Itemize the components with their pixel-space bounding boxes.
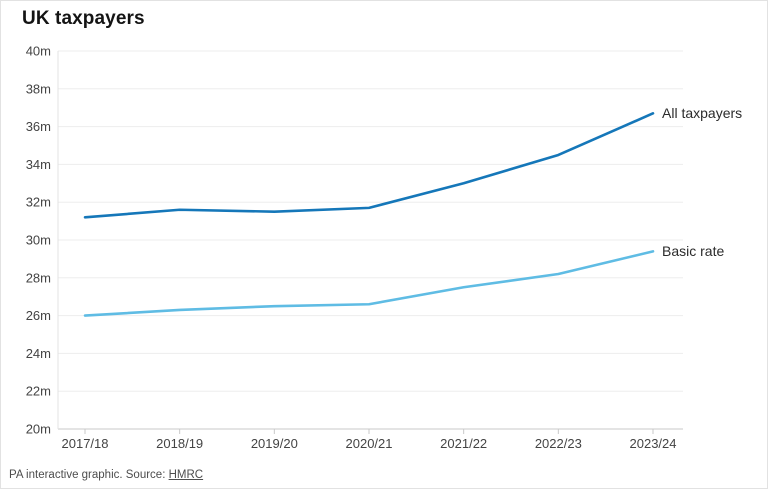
- x-axis-label: 2020/21: [346, 436, 393, 451]
- y-axis-label: 20m: [26, 422, 51, 437]
- y-axis-label: 30m: [26, 233, 51, 248]
- series-label-basic-rate: Basic rate: [662, 243, 724, 259]
- x-axis-label: 2023/24: [630, 436, 677, 451]
- x-axis-label: 2019/20: [251, 436, 298, 451]
- series-label-all-taxpayers: All taxpayers: [662, 105, 742, 121]
- y-axis-label: 40m: [26, 44, 51, 59]
- footer-credit-text: PA interactive graphic. Source:: [9, 469, 169, 481]
- x-axis-label: 2022/23: [535, 436, 582, 451]
- y-axis-label: 28m: [26, 270, 51, 285]
- y-axis-label: 32m: [26, 195, 51, 210]
- y-axis-label: 22m: [26, 384, 51, 399]
- x-axis-label: 2021/22: [440, 436, 487, 451]
- source-link-hmrc[interactable]: HMRC: [168, 469, 204, 481]
- series-line-basic-rate: [83, 250, 655, 317]
- y-axis-label: 24m: [26, 346, 51, 361]
- y-axis-label: 34m: [26, 157, 51, 172]
- y-axis-label: 36m: [26, 119, 51, 134]
- x-axis-label: 2018/19: [156, 436, 203, 451]
- series-line-all-taxpayers: [83, 112, 655, 219]
- y-axis-label: 26m: [26, 308, 51, 323]
- x-axis-label: 2017/18: [62, 436, 109, 451]
- y-axis-label: 38m: [26, 81, 51, 96]
- chart-title: UK taxpayers: [22, 8, 145, 29]
- source-footer: PA interactive graphic. Source: HMRC: [9, 469, 203, 481]
